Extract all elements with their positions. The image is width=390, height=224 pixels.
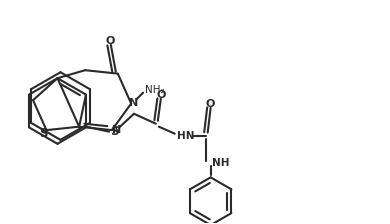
Text: O: O xyxy=(156,90,165,100)
Text: S: S xyxy=(39,127,48,140)
Text: S: S xyxy=(110,125,118,138)
Text: O: O xyxy=(206,99,215,109)
Text: HN: HN xyxy=(177,131,195,141)
Text: NH: NH xyxy=(212,158,229,168)
Text: O: O xyxy=(105,36,115,46)
Text: N: N xyxy=(129,98,138,108)
Text: NH₂: NH₂ xyxy=(145,85,165,95)
Text: N: N xyxy=(112,125,121,135)
